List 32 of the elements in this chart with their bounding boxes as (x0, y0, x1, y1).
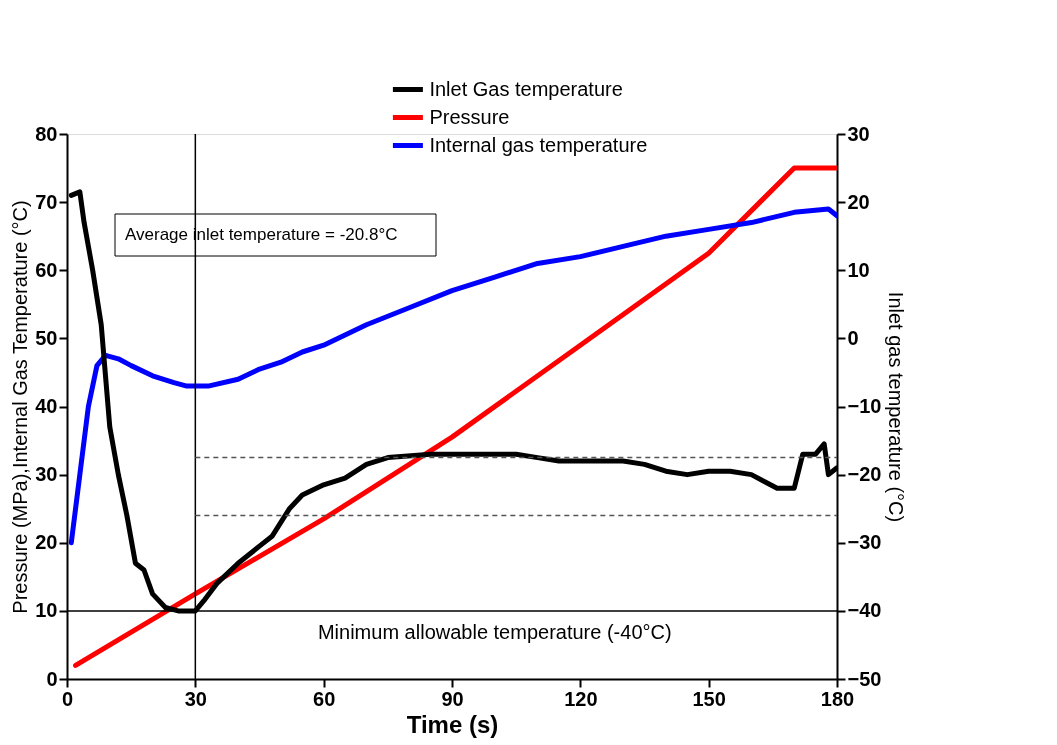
x-tick-label: 30 (184, 687, 207, 710)
ref-line-label: Minimum allowable temperature (-40°C) (317, 620, 672, 643)
y-tick-label: 20 (35, 531, 58, 554)
y2-tick-label: −20 (847, 463, 882, 486)
y2-tick-label: −30 (847, 531, 882, 554)
x-tick-label: 90 (441, 687, 464, 710)
y-tick-label: 50 (35, 326, 58, 349)
y-tick-label: 70 (35, 190, 58, 213)
x-axis-title: Time (s) (406, 710, 499, 738)
y2-axis-title: Inlet gas temperature (°C) (885, 291, 908, 523)
y-axis-title: Pressure (MPa),Internal Gas Temperature (°C) (9, 200, 32, 614)
y-tick-label: 0 (46, 667, 58, 690)
y-tick-label: 80 (35, 122, 58, 145)
y2-tick-label: 10 (847, 258, 870, 281)
legend-label: Inlet Gas temperature (429, 77, 623, 100)
x-tick-label: 60 (313, 687, 336, 710)
y-tick-label: 10 (35, 599, 58, 622)
y-tick-label: 30 (35, 463, 58, 486)
y2-tick-label: −50 (847, 667, 882, 690)
x-tick-label: 150 (692, 687, 726, 710)
y2-tick-label: −10 (847, 395, 882, 417)
x-tick-label: 180 (820, 687, 855, 710)
y2-tick-label: 20 (847, 190, 870, 213)
y-tick-label: 40 (35, 395, 58, 417)
y2-tick-label: 0 (847, 326, 859, 349)
x-tick-label: 120 (564, 687, 598, 710)
x-tick-label: 0 (61, 687, 74, 710)
y-tick-label: 60 (35, 258, 58, 281)
y2-tick-label: 30 (847, 122, 870, 145)
y2-tick-label: −40 (847, 599, 882, 622)
legend-label: Pressure (429, 105, 510, 128)
legend-label: Internal gas temperature (429, 133, 648, 156)
